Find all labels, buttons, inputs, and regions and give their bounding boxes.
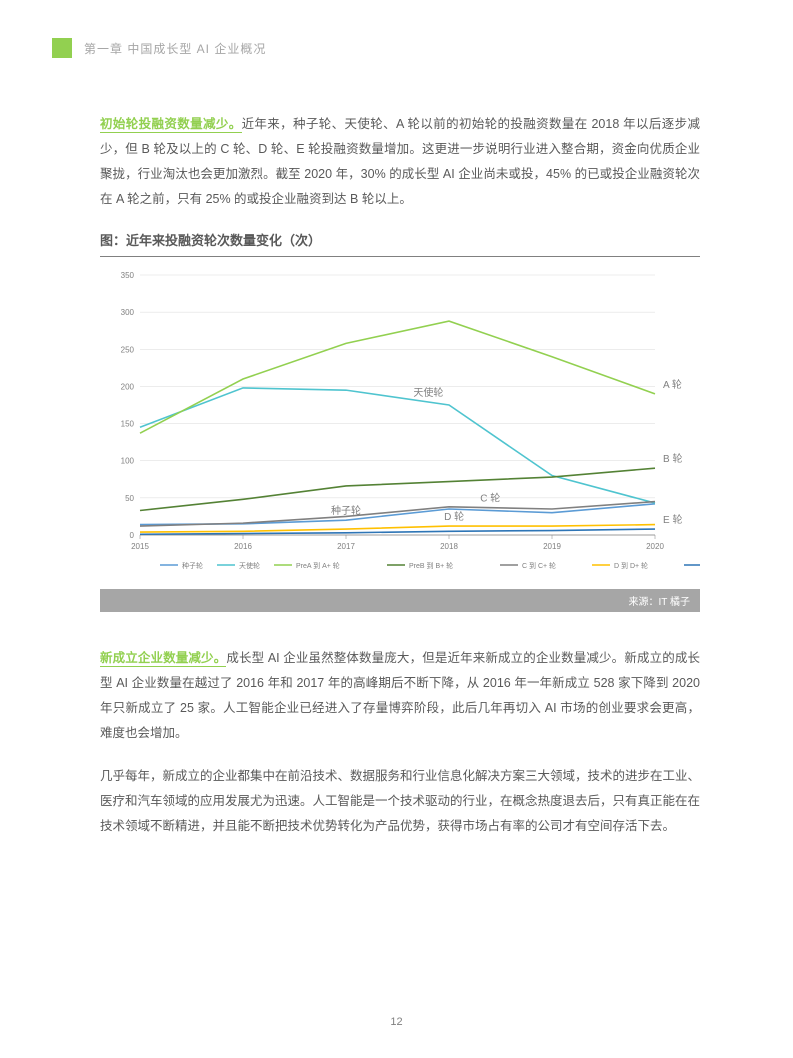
svg-text:天使轮: 天使轮 [413, 386, 443, 399]
chart-title-row: 图：近年来投融资轮次数量变化（次） [100, 230, 700, 257]
paragraph-3: 几乎每年，新成立的企业都集中在前沿技术、数据服务和行业信息化解决方案三大领域，技… [100, 764, 700, 839]
svg-text:2017: 2017 [337, 542, 355, 551]
svg-text:100: 100 [121, 457, 135, 466]
svg-text:2018: 2018 [440, 542, 458, 551]
svg-text:200: 200 [121, 382, 135, 391]
page-header: 第一章 中国成长型 AI 企业概况 [52, 38, 266, 58]
svg-text:350: 350 [121, 271, 135, 280]
svg-text:种子轮: 种子轮 [182, 561, 203, 570]
paragraph-3-body: 几乎每年，新成立的企业都集中在前沿技术、数据服务和行业信息化解决方案三大领域，技… [100, 769, 700, 833]
svg-text:B 轮: B 轮 [663, 452, 682, 465]
page-number: 12 [0, 1016, 793, 1028]
svg-text:0: 0 [130, 531, 135, 540]
paragraph-1: 初始轮投融资数量减少。近年来，种子轮、天使轮、A 轮以前的初始轮的投融资数量在 … [100, 112, 700, 212]
svg-text:PreB 到 B+ 轮: PreB 到 B+ 轮 [409, 561, 453, 570]
accent-square-icon [52, 38, 72, 58]
paragraph-2: 新成立企业数量减少。成长型 AI 企业虽然整体数量庞大，但是近年来新成立的企业数… [100, 646, 700, 746]
svg-text:300: 300 [121, 308, 135, 317]
svg-text:2015: 2015 [131, 542, 149, 551]
page-content: 初始轮投融资数量减少。近年来，种子轮、天使轮、A 轮以前的初始轮的投融资数量在 … [100, 112, 700, 857]
svg-text:D 到 D+ 轮: D 到 D+ 轮 [614, 561, 648, 570]
line-chart: 0 50 100 150 200 250 300 350 2015 2016 2017 2018 201… [100, 265, 700, 585]
svg-text:2016: 2016 [234, 542, 252, 551]
svg-text:E 轮: E 轮 [663, 513, 682, 526]
svg-text:2020: 2020 [646, 542, 664, 551]
svg-text:D 轮: D 轮 [444, 510, 464, 523]
paragraph-2-lead: 新成立企业数量减少。 [100, 651, 226, 667]
svg-text:PreA 到 A+ 轮: PreA 到 A+ 轮 [296, 561, 340, 570]
chart-title: 图：近年来投融资轮次数量变化（次） [100, 233, 321, 248]
chart-source: 来源：IT 橘子 [100, 589, 700, 612]
svg-text:C 轮: C 轮 [480, 492, 500, 505]
svg-text:2019: 2019 [543, 542, 561, 551]
svg-text:250: 250 [121, 345, 135, 354]
svg-text:A 轮: A 轮 [663, 378, 682, 391]
svg-text:50: 50 [125, 494, 134, 503]
svg-text:C 到 C+ 轮: C 到 C+ 轮 [522, 561, 556, 570]
chapter-text: 第一章 中国成长型 AI 企业概况 [84, 40, 266, 57]
svg-text:天使轮: 天使轮 [239, 561, 260, 570]
svg-text:150: 150 [121, 420, 135, 429]
chart-svg: 0 50 100 150 200 250 300 350 2015 2016 2017 2018 201… [100, 265, 700, 585]
paragraph-1-lead: 初始轮投融资数量减少。 [100, 117, 242, 133]
